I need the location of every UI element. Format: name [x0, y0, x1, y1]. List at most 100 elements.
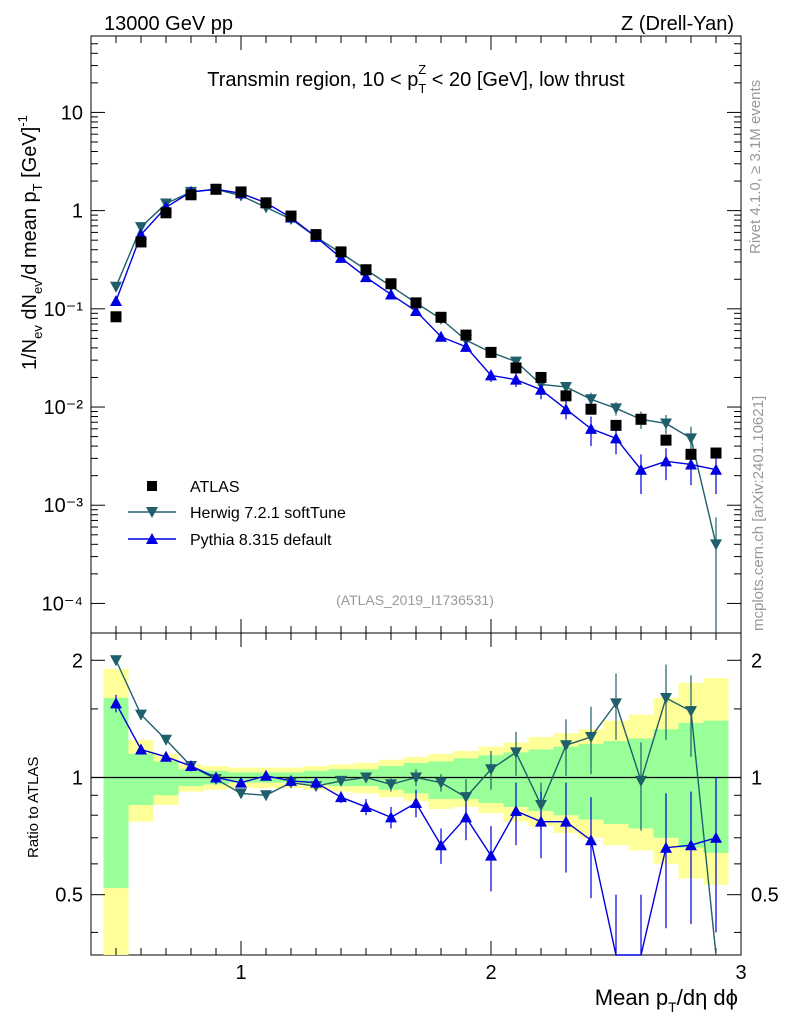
- process-label: Z (Drell-Yan): [621, 13, 734, 35]
- atlas-point: [360, 264, 372, 276]
- herwig-ratio-point: [360, 772, 372, 784]
- region-title-post: < 20 [GeV], low thrust: [426, 69, 625, 91]
- pythia-ratio-point: [660, 841, 672, 853]
- legend-herwig-marker: [146, 507, 158, 518]
- band-inner-bin: [153, 761, 179, 796]
- ratio-tick-label-left: 2: [72, 650, 83, 672]
- pythia-point: [410, 305, 422, 317]
- herwig-point: [585, 394, 597, 406]
- atlas-point: [210, 183, 222, 195]
- herwig-ratio-point: [460, 792, 472, 804]
- pythia-point: [435, 330, 447, 342]
- legend-atlas-marker: [147, 481, 157, 491]
- atlas-point: [235, 186, 247, 198]
- pythia-ratio-point: [560, 815, 572, 827]
- pythia-ratio-point: [585, 834, 597, 846]
- atlas-point: [510, 362, 522, 374]
- region-title: Transmin region, 10 < pTZ < 20 [GeV], lo…: [207, 62, 625, 96]
- herwig-ratio-point: [385, 779, 397, 791]
- pythia-ratio-point: [485, 849, 497, 861]
- pythia-ratio-point: [110, 697, 122, 709]
- atlas-point: [485, 346, 497, 358]
- herwig-point: [710, 539, 722, 551]
- pythia-ratio-point: [285, 774, 297, 786]
- y-tick-label: 10⁻²: [44, 397, 84, 419]
- atlas-point: [310, 229, 322, 241]
- region-title-sub: T: [418, 81, 426, 96]
- herwig-point: [510, 356, 522, 368]
- pythia-point: [110, 295, 122, 307]
- mcplots-label: mcplots.cern.ch [arXiv:2401.10621]: [750, 396, 767, 631]
- legend-herwig-label: Herwig 7.2.1 softTune: [190, 505, 346, 522]
- herwig-ratio-point: [435, 777, 447, 789]
- pythia-point: [485, 369, 497, 381]
- atlas-point: [410, 297, 422, 309]
- axis-ticks: 1 2 3 10⁻⁴ 10⁻³ 10⁻² 10⁻¹ 1 10 0.5 0.5 1 1 2 2: [42, 35, 779, 984]
- atlas-point: [685, 448, 697, 460]
- herwig-ratio-point: [160, 734, 172, 746]
- herwig-point: [135, 222, 147, 234]
- herwig-ratio-point: [685, 706, 697, 718]
- ratio-y-axis-title: Ratio to ATLAS: [25, 757, 42, 858]
- pythia-ratio-point: [510, 805, 522, 817]
- herwig-ratio-point: [610, 698, 622, 710]
- region-title-sup: Z: [418, 62, 426, 77]
- atlas-point: [185, 189, 197, 201]
- atlas-point: [435, 311, 447, 323]
- herwig-ratio-point: [560, 740, 572, 752]
- herwig-ratio-point: [410, 772, 422, 784]
- pythia-point: [385, 288, 397, 300]
- pythia-point: [685, 458, 697, 470]
- pythia-ratio-point: [685, 839, 697, 851]
- x-axis-title: Mean pT/dη dϕ: [595, 985, 738, 1015]
- x-tick-label: 2: [485, 962, 496, 984]
- pythia-point: [610, 432, 622, 444]
- pythia-ratio-point: [185, 760, 197, 772]
- pythia-ratio-point: [260, 769, 272, 781]
- band-inner-bin: [603, 741, 629, 824]
- pythia-point: [360, 271, 372, 283]
- atlas-point: [260, 197, 272, 209]
- pythia-ratio-point: [710, 831, 722, 843]
- pythia-ratio-point: [210, 771, 222, 783]
- atlas-point: [710, 447, 722, 459]
- pythia-point: [510, 373, 522, 385]
- legend-atlas-label: ATLAS: [190, 479, 240, 496]
- pythia-ratio-point: [135, 743, 147, 755]
- atlas-point: [385, 278, 397, 290]
- herwig-ratio-point: [235, 788, 247, 800]
- legend-pythia-label: Pythia 8.315 default: [190, 532, 332, 549]
- ratio-tick-label-right: 2: [751, 650, 762, 672]
- herwig-point: [660, 418, 672, 430]
- ratio-tick-label-right: 0.5: [751, 885, 779, 907]
- atlas-point: [335, 246, 347, 258]
- atlas-point: [460, 329, 472, 341]
- atlas-point: [110, 311, 122, 323]
- band-inner-bin: [103, 698, 129, 889]
- atlas-point: [135, 236, 147, 248]
- y-tick-label: 10⁻¹: [44, 299, 84, 321]
- y-tick-label: 10: [61, 102, 83, 124]
- pythia-point: [635, 463, 647, 475]
- ratio-tick-label-left: 1: [72, 767, 83, 789]
- pythia-ratio-point: [160, 750, 172, 762]
- pythia-ratio-point: [435, 839, 447, 851]
- atlas-point: [160, 207, 172, 219]
- ratio-tick-label-right: 1: [751, 767, 762, 789]
- herwig-ratio-point: [660, 693, 672, 705]
- y-tick-label: 10⁻⁴: [42, 593, 83, 615]
- herwig-ratio-point: [585, 732, 597, 744]
- main-series: [110, 183, 722, 633]
- pythia-ratio-point: [310, 776, 322, 788]
- energy-label: 13000 GeV pp: [104, 13, 233, 35]
- rivet-label: Rivet 4.1.0, ≥ 3.1M events: [747, 80, 764, 254]
- pythia-ratio-point: [335, 791, 347, 803]
- x-tick-label: 1: [235, 962, 246, 984]
- herwig-point: [560, 381, 572, 393]
- herwig-ratio-point: [635, 775, 647, 787]
- pythia-point: [460, 340, 472, 352]
- atlas-point: [285, 210, 297, 222]
- herwig-ratio-point: [335, 775, 347, 787]
- herwig-ratio-point: [260, 790, 272, 802]
